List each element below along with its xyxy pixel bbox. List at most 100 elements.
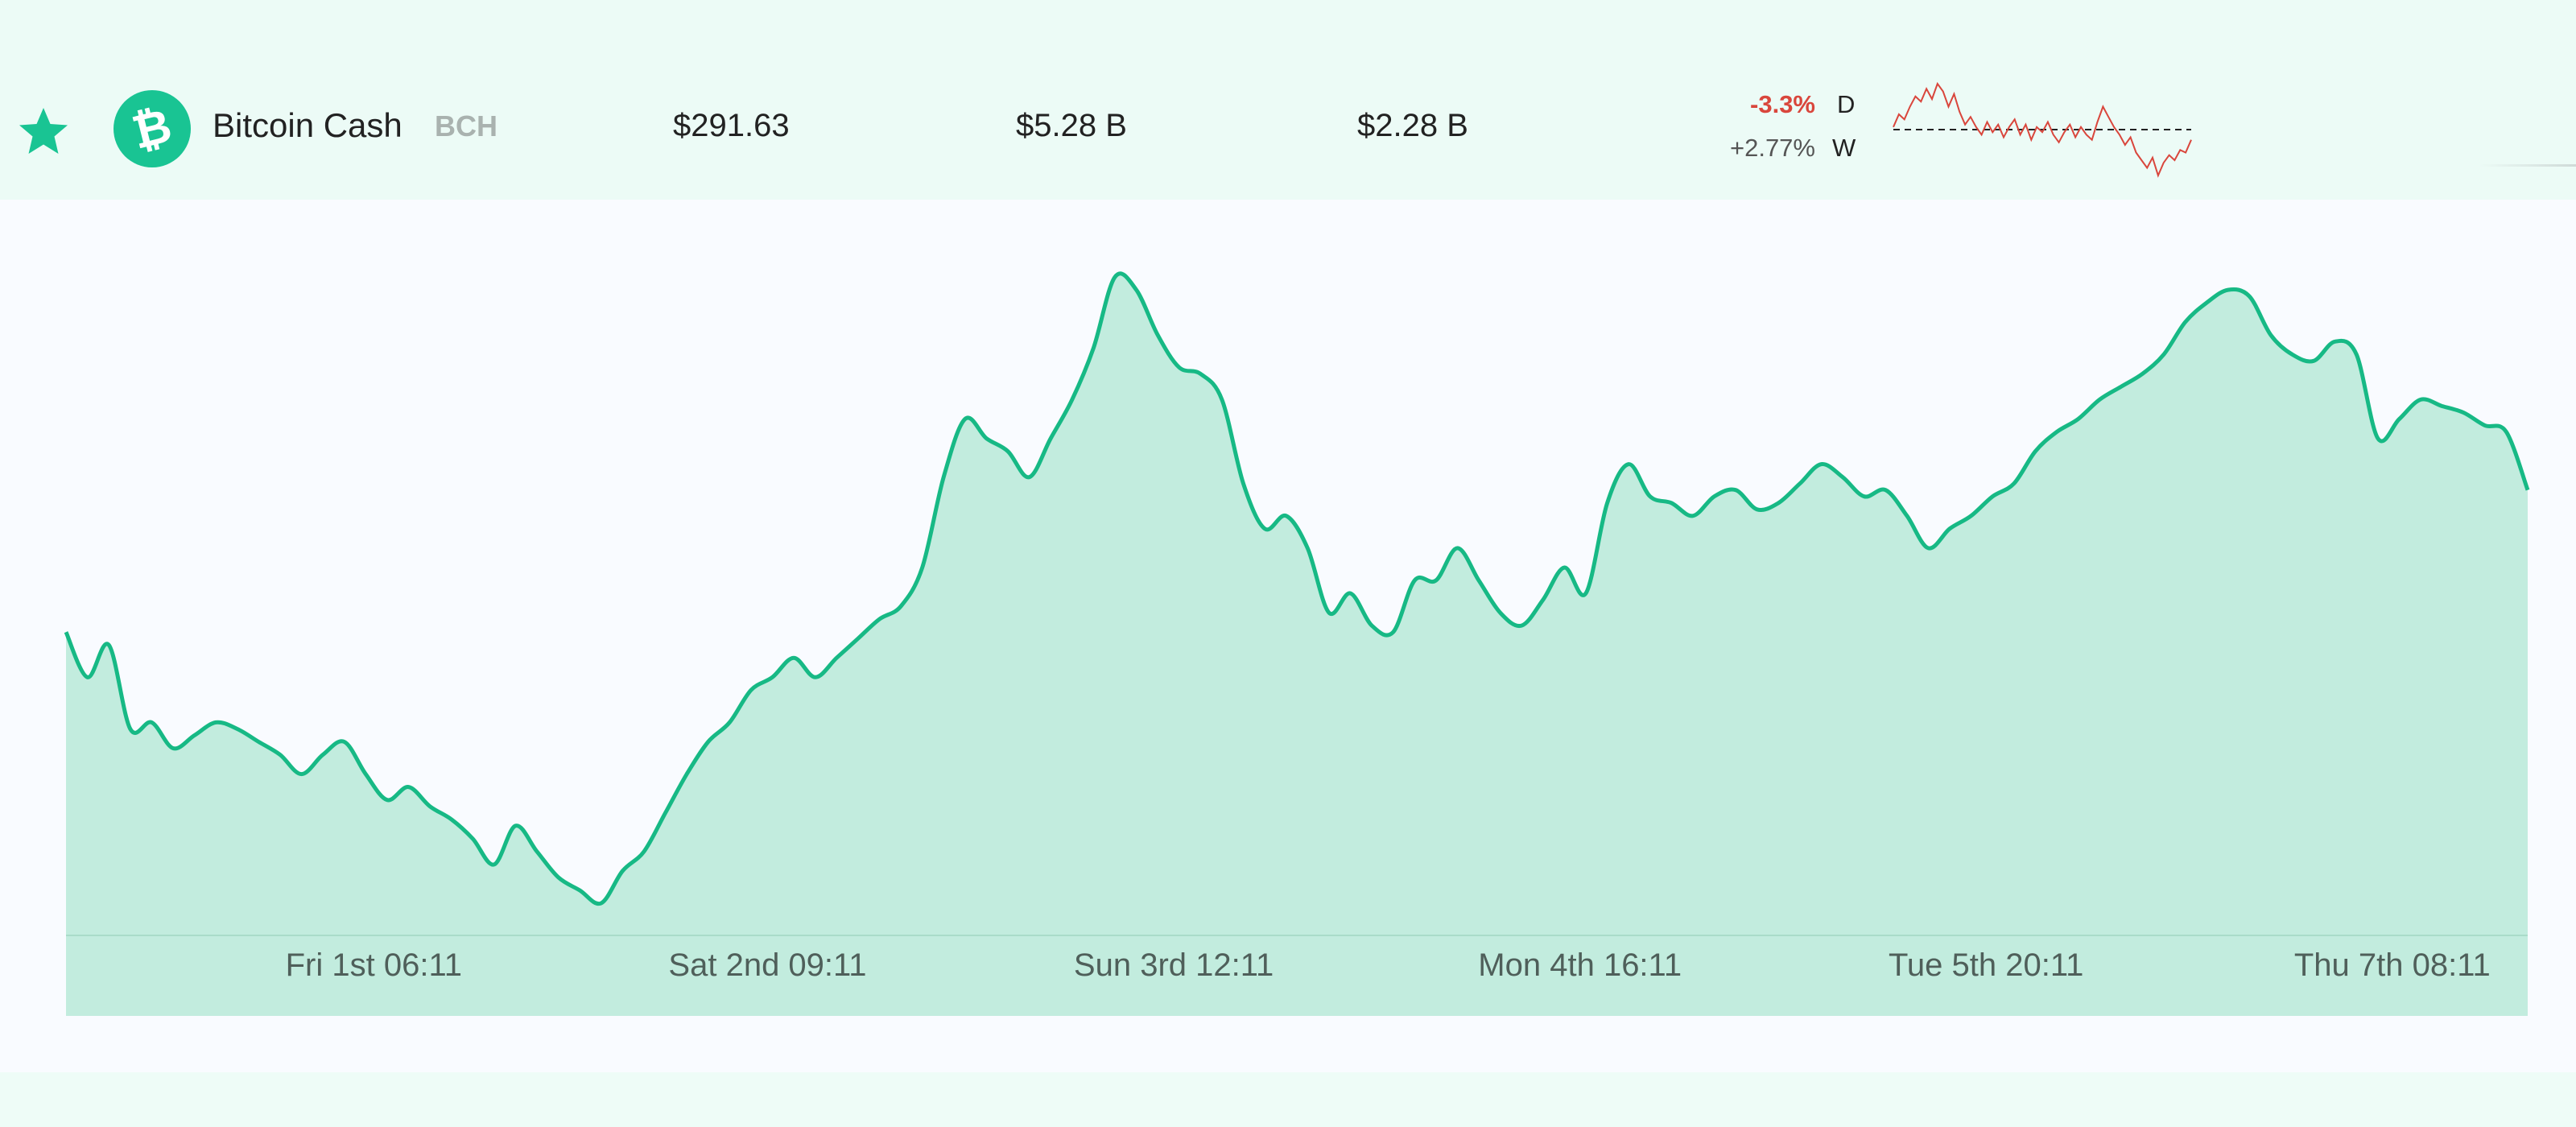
price-point[interactable] — [2351, 349, 2361, 359]
price-point[interactable] — [575, 886, 584, 895]
price-point[interactable] — [1346, 588, 1356, 598]
price-point[interactable] — [1923, 543, 1933, 553]
price-point[interactable] — [789, 653, 799, 663]
price-point[interactable] — [147, 717, 156, 727]
price-point[interactable] — [1496, 608, 1505, 617]
price-point[interactable] — [447, 815, 456, 824]
price-point[interactable] — [1666, 498, 1676, 508]
price-point[interactable] — [1110, 272, 1120, 282]
price-chart-panel[interactable]: Fri 1st 06:11 Sat 2nd 09:11 Sun 3rd 12:11 M… — [0, 200, 2576, 1072]
price-point[interactable] — [361, 770, 370, 779]
price-point[interactable] — [2074, 415, 2083, 424]
price-point[interactable] — [1431, 576, 1441, 585]
price-point[interactable] — [1645, 492, 1655, 502]
price-point[interactable] — [1795, 479, 1805, 489]
price-point[interactable] — [1410, 576, 1419, 585]
price-point[interactable] — [639, 847, 649, 857]
price-point[interactable] — [1195, 369, 1205, 378]
price-point[interactable] — [2395, 415, 2405, 424]
price-point[interactable] — [1688, 511, 1698, 521]
price-point[interactable] — [61, 627, 71, 637]
price-point[interactable] — [532, 847, 542, 857]
price-point[interactable] — [2137, 369, 2147, 378]
price-point[interactable] — [597, 898, 606, 908]
price-point[interactable] — [2266, 330, 2276, 340]
price-point[interactable] — [297, 770, 307, 779]
price-point[interactable] — [1731, 485, 1740, 495]
price-point[interactable] — [2373, 434, 2383, 444]
price-point[interactable] — [1025, 473, 1034, 482]
price-point[interactable] — [1452, 543, 1462, 553]
price-point[interactable] — [1067, 394, 1077, 404]
price-point[interactable] — [510, 821, 520, 831]
price-point[interactable] — [661, 808, 671, 818]
price-point[interactable] — [1239, 479, 1249, 489]
star-icon[interactable] — [14, 103, 72, 161]
price-point[interactable] — [211, 717, 221, 727]
price-point[interactable] — [2309, 356, 2318, 365]
price-point[interactable] — [2030, 447, 2040, 456]
price-point[interactable] — [190, 731, 200, 741]
price-point[interactable] — [939, 473, 948, 482]
price-point[interactable] — [1517, 621, 1526, 630]
price-point[interactable] — [2458, 408, 2468, 418]
price-area-chart[interactable]: Fri 1st 06:11 Sat 2nd 09:11 Sun 3rd 12:11 M… — [0, 200, 2576, 1072]
price-point[interactable] — [425, 802, 435, 811]
price-point[interactable] — [875, 614, 885, 624]
price-series-line[interactable] — [64, 271, 2530, 906]
price-point[interactable] — [1217, 394, 1227, 404]
price-point[interactable] — [832, 653, 841, 663]
price-point[interactable] — [2480, 421, 2490, 431]
price-point[interactable] — [1624, 460, 1633, 469]
price-point[interactable] — [2416, 394, 2425, 404]
coin-name[interactable]: Bitcoin Cash — [213, 106, 402, 144]
price-point[interactable] — [1174, 362, 1184, 372]
price-point[interactable] — [1988, 492, 1997, 502]
price-point[interactable] — [1538, 595, 1548, 605]
price-point[interactable] — [1880, 485, 1890, 495]
price-point[interactable] — [1817, 460, 1827, 469]
price-point[interactable] — [960, 415, 970, 424]
price-point[interactable] — [2181, 317, 2190, 327]
price-point[interactable] — [83, 672, 93, 682]
price-point[interactable] — [1302, 543, 1312, 553]
price-point[interactable] — [1902, 511, 1912, 521]
price-point[interactable] — [2288, 349, 2297, 359]
price-point[interactable] — [1367, 621, 1377, 630]
price-point[interactable] — [1773, 498, 1783, 508]
price-point[interactable] — [2202, 298, 2211, 308]
price-point[interactable] — [554, 873, 564, 882]
price-point[interactable] — [318, 750, 328, 760]
price-point[interactable] — [126, 724, 135, 734]
price-point[interactable] — [2438, 402, 2447, 411]
price-point[interactable] — [981, 434, 991, 444]
price-point[interactable] — [2009, 479, 2019, 489]
price-point[interactable] — [1603, 498, 1612, 508]
price-point[interactable] — [404, 782, 414, 792]
price-point[interactable] — [2523, 485, 2533, 495]
price-point[interactable] — [811, 672, 820, 682]
price-point[interactable] — [682, 770, 691, 779]
price-point[interactable] — [1710, 492, 1719, 502]
price-point[interactable] — [853, 634, 863, 643]
price-point[interactable] — [1967, 511, 1976, 521]
price-point[interactable] — [275, 750, 285, 760]
asset-row[interactable]: ₿ Bitcoin Cash BCH $291.63 $5.28 B $2.28… — [0, 0, 2576, 200]
price-point[interactable] — [2052, 427, 2062, 437]
price-point[interactable] — [2159, 349, 2169, 359]
price-point[interactable] — [918, 563, 927, 572]
price-point[interactable] — [2330, 336, 2340, 346]
price-point[interactable] — [724, 717, 734, 727]
price-point[interactable] — [168, 744, 178, 753]
price-point[interactable] — [1088, 343, 1098, 353]
price-point[interactable] — [1838, 473, 1847, 482]
price-point[interactable] — [1752, 505, 1762, 514]
price-point[interactable] — [1260, 524, 1269, 534]
price-point[interactable] — [489, 860, 499, 869]
price-point[interactable] — [1945, 524, 1955, 534]
price-point[interactable] — [254, 737, 263, 747]
price-point[interactable] — [1153, 330, 1162, 340]
price-point[interactable] — [1559, 563, 1569, 572]
price-point[interactable] — [468, 834, 477, 844]
price-point[interactable] — [704, 737, 713, 747]
